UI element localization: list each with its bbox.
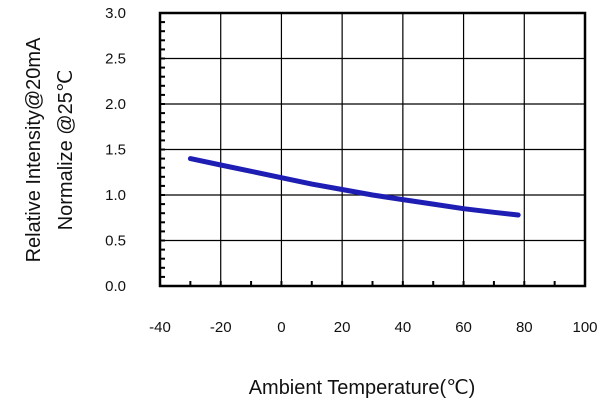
x-tick-label-0: -40 (149, 319, 171, 336)
y-tick-label-3: 1.5 (105, 142, 126, 159)
y-axis-subtitle: Normalize @25℃ (55, 70, 77, 231)
series-line-0 (187, 156, 521, 218)
x-axis-title: Ambient Temperature(℃) (249, 377, 476, 399)
y-tick-label-1: 0.5 (105, 233, 126, 250)
y-axis-title: Relative Intensity@20mA (23, 37, 45, 263)
left-axis-minor-ticks (160, 12, 165, 287)
y-tick-label-2: 1.0 (105, 187, 126, 204)
y-tick-label-0: 0.0 (105, 278, 126, 295)
x-tick-label-7: 100 (572, 319, 597, 336)
y-tick-label-4: 2.0 (105, 96, 126, 113)
bottom-axis-minor-ticks (159, 281, 586, 286)
x-tick-labels: -40 -20 0 20 40 60 80 100 (149, 319, 597, 336)
x-tick-label-4: 40 (395, 319, 412, 336)
x-tick-label-2: 0 (277, 319, 285, 336)
grid-lines (159, 12, 586, 287)
y-tick-label-5: 2.5 (105, 51, 126, 68)
x-tick-label-5: 60 (455, 319, 472, 336)
x-tick-label-3: 20 (334, 319, 351, 336)
x-tick-label-1: -20 (210, 319, 232, 336)
y-tick-labels: 0.0 0.5 1.0 1.5 2.0 2.5 3.0 (105, 5, 126, 295)
y-tick-label-6: 3.0 (105, 5, 126, 22)
x-tick-label-6: 80 (516, 319, 533, 336)
series-group (187, 156, 521, 218)
